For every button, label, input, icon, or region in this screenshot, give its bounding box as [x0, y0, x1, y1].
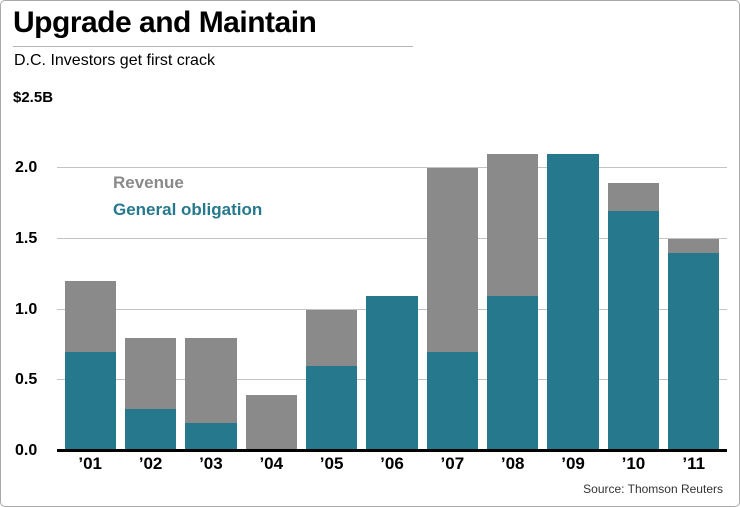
source-credit: Source: Thomson Reuters [583, 482, 723, 496]
x-tick-label: ’02 [138, 454, 163, 473]
general-obligation-segment [124, 408, 177, 451]
legend-revenue: Revenue [113, 173, 184, 192]
revenue-segment [668, 239, 720, 254]
x-tick-label: ’06 [380, 454, 404, 473]
x-tick-label: ’03 [199, 454, 223, 473]
legend-general-obligation: General obligation [113, 200, 263, 219]
bar-03 [181, 119, 241, 451]
bar-07 [422, 119, 482, 451]
gridline [57, 167, 727, 169]
bar-08 [483, 119, 543, 451]
x-tick-label: ’08 [500, 454, 525, 473]
revenue-segment [305, 309, 358, 367]
revenue-segment [607, 182, 660, 211]
general-obligation-segment [305, 366, 358, 451]
y-tick-label: 1.0 [15, 300, 38, 318]
x-tick-label: ’01 [78, 454, 102, 473]
general-obligation-segment [185, 422, 237, 451]
chart-title: Upgrade and Maintain [13, 6, 317, 39]
y-axis-ticks: 0.0 0.5 1.0 1.5 2.0 [15, 119, 53, 459]
bar-10 [603, 119, 663, 451]
general-obligation-segment [366, 295, 418, 451]
general-obligation-segment [426, 352, 478, 451]
y-tick-label: 0.5 [15, 371, 38, 389]
x-axis-baseline [57, 449, 727, 452]
bar-02 [120, 119, 180, 451]
general-obligation-segment [64, 352, 116, 451]
y-tick-label: 1.5 [15, 230, 38, 248]
general-obligation-segment [668, 253, 720, 451]
x-tick-label: ’10 [621, 454, 646, 473]
title-divider [13, 46, 413, 47]
revenue-segment [64, 281, 116, 353]
revenue-segment [124, 338, 177, 409]
gridline [57, 238, 727, 240]
x-tick-label: ’04 [259, 454, 284, 473]
general-obligation-segment [487, 295, 539, 451]
y-axis-unit-label: $2.5B [13, 89, 54, 106]
revenue-segment [185, 337, 237, 423]
bar-series [57, 119, 727, 451]
bar-06 [362, 119, 422, 451]
bar-01 [60, 119, 120, 451]
revenue-segment [245, 394, 297, 451]
bar-04 [241, 119, 301, 451]
general-obligation-segment [547, 154, 599, 451]
x-axis-labels: ’01 ’02 ’03 ’04 ’05 ’06 ’07 ’08 ’09 ’10 ’11 [57, 454, 727, 474]
revenue-segment [426, 168, 478, 353]
chart-legend: Revenue General obligation [113, 169, 262, 223]
revenue-segment [487, 154, 539, 296]
plot-area: Revenue General obligation [57, 119, 727, 452]
x-tick-label: ’11 [682, 454, 706, 473]
bar-05 [301, 119, 361, 451]
y-tick-label: 2.0 [15, 159, 38, 177]
y-tick-label: 0.0 [15, 442, 38, 459]
x-tick-label: ’07 [440, 454, 465, 473]
general-obligation-segment [607, 210, 660, 451]
chart-subtitle: D.C. Investors get first crack [14, 52, 215, 69]
x-tick-label: ’05 [319, 454, 344, 473]
x-tick-label: ’09 [561, 454, 585, 473]
bar-09 [543, 119, 603, 451]
bar-11 [664, 119, 724, 451]
